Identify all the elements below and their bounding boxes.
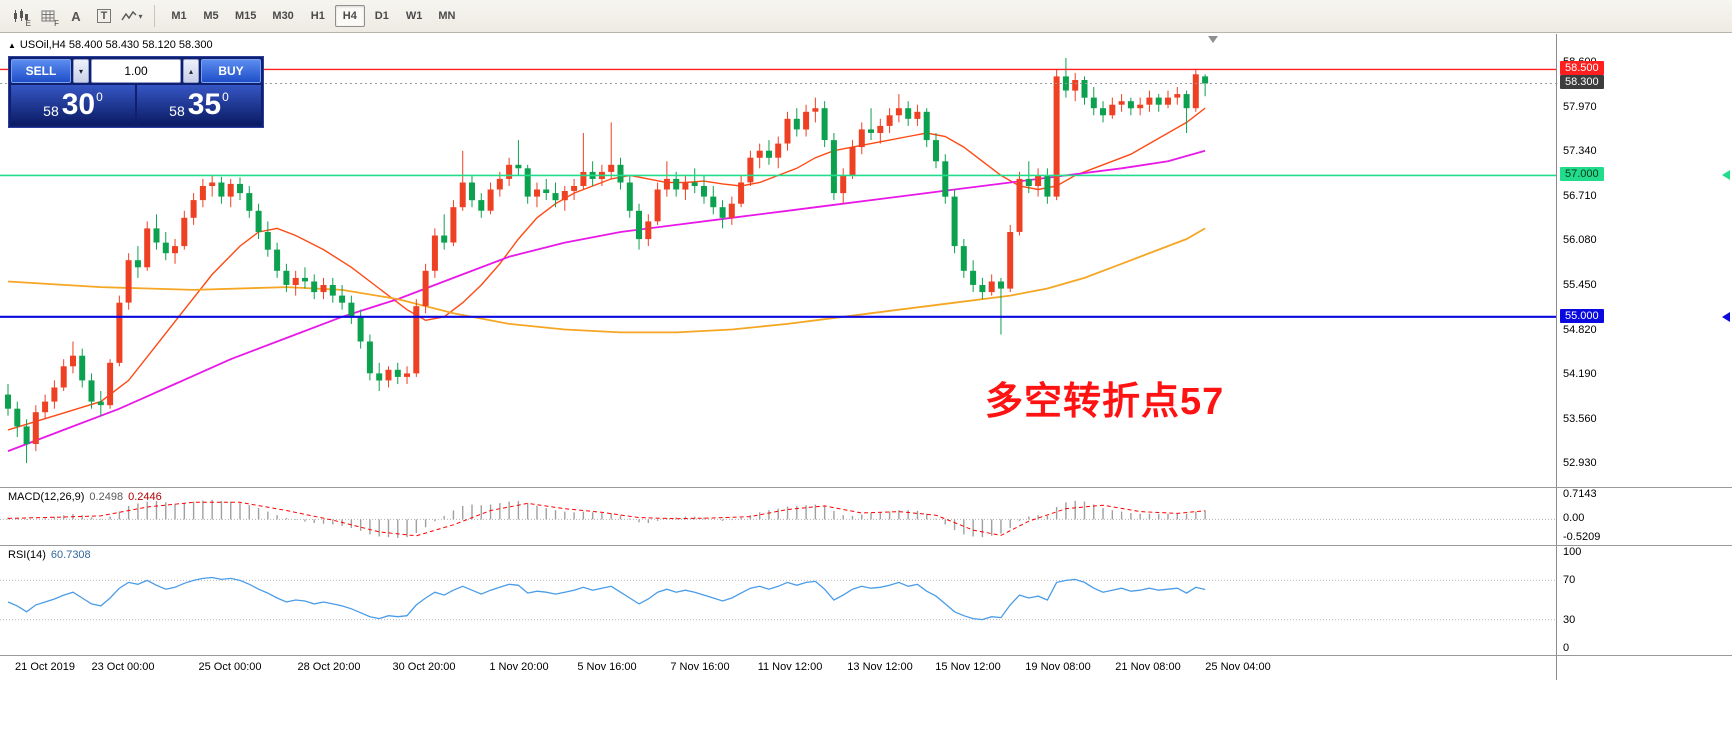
rsi-axis-label: 0 [1563,642,1570,654]
time-axis-label: 7 Nov 16:00 [670,661,730,673]
rsi-axis-label: 30 [1563,613,1576,626]
price-axis-tick: 54.190 [1563,368,1597,381]
macd-histogram-layer [7,499,1206,538]
price-axis-tick: 52.930 [1563,457,1597,470]
grid-chart-icon[interactable]: F [35,4,61,28]
rsi-axis-label: 70 [1563,574,1576,587]
price-axis-tick: 54.820 [1563,323,1597,336]
timeframe-button-m30[interactable]: M30 [265,5,300,27]
chevron-down-icon: ▾ [138,11,143,21]
time-axis[interactable]: 21 Oct 2019 23 Oct 00:00 25 Oct 00:00 28 Oc… [0,657,1732,679]
time-axis-label: 25 Nov 04:00 [1205,661,1271,673]
chart-annotation-text[interactable]: 多空转折点57 [985,381,1225,423]
rsi-axis-label: 100 [1563,546,1582,558]
macd-panel[interactable]: MACD(12,26,9) 0.2498 0.2446 [0,488,1556,545]
timeframe-button-w1[interactable]: W1 [399,5,430,27]
timeframe-group: M1 M5 M15 M30 H1 H4 D1 W1 MN [163,5,463,27]
macd-svg [0,499,1556,538]
current-price-badge: 58.300 [1560,75,1604,90]
timeframe-button-d1[interactable]: D1 [367,5,397,27]
chart-shift-marker[interactable] [1208,36,1218,43]
price-chart-panel[interactable]: ▲ USOil,H4 58.400 58.430 58.120 58.300 SE… [0,34,1556,487]
buy-button[interactable]: BUY [201,59,261,83]
panel-separator [0,655,1732,656]
support-line-price-badge: 55.000 [1560,308,1604,323]
price-axis: 58.60057.97057.34056.71056.08055.45054.8… [1557,34,1732,487]
symbol-ohlc-line: ▲ USOil,H4 58.400 58.430 58.120 58.300 [8,39,213,51]
rsi-line [7,576,1206,621]
rsi-label: RSI(14) 60.7308 [8,549,91,561]
oct-collapse-arrow[interactable]: ▲ [8,41,16,50]
timeframe-button-mn[interactable]: MN [431,5,462,27]
price-axis-tick: 57.340 [1563,145,1597,158]
price-chart-svg[interactable] [0,34,1556,487]
macd-axis-label: 0.00 [1563,512,1585,525]
sell-button[interactable]: SELL [11,59,71,83]
time-axis-label: 13 Nov 12:00 [847,661,913,673]
axis-separator [1556,34,1557,680]
time-axis-label: 19 Nov 08:00 [1025,661,1091,673]
price-axis-tick: 55.450 [1563,278,1597,291]
time-axis-label: 21 Nov 08:00 [1115,661,1181,673]
resistance-line-price-badge: 58.500 [1560,61,1604,76]
sell-price-display[interactable]: 58 30 0 [11,85,135,125]
time-axis-label: 1 Nov 20:00 [489,661,549,673]
time-axis-label: 11 Nov 12:00 [757,661,823,673]
timeframe-button-m15[interactable]: M15 [228,5,263,27]
volume-up-button[interactable]: ▴ [183,59,199,83]
time-axis-label: 28 Oct 20:00 [297,661,361,673]
time-axis-label: 21 Oct 2019 [15,661,75,673]
price-axis-tick: 57.970 [1563,100,1597,113]
macd-axis: 0.7143 0.00 -0.5209 [1557,488,1732,545]
price-axis-tick: 56.080 [1563,234,1597,247]
symbol-ohlc-label: USOil,H4 58.400 58.430 58.120 58.300 [19,39,213,51]
candlestick-chart-icon[interactable]: E [7,4,33,28]
time-axis-label: 5 Nov 16:00 [577,661,637,673]
timeframe-button-m1[interactable]: M1 [164,5,194,27]
price-axis-tick: 56.710 [1563,189,1597,202]
volume-down-button[interactable]: ▾ [73,59,89,83]
price-axis-tick: 53.560 [1563,412,1597,425]
template-tool-icon[interactable]: T [91,4,117,28]
timeframe-button-h4[interactable]: H4 [334,5,365,27]
rsi-svg [0,576,1556,621]
indicators-icon[interactable]: ▾ [119,4,145,28]
icon-sub-label: F [54,19,59,28]
time-axis-label: 25 Oct 00:00 [198,661,262,673]
time-axis-label: 30 Oct 20:00 [392,661,456,673]
candles-layer [5,58,1209,464]
icon-sub-label: E [25,19,31,28]
time-axis-label: 15 Nov 12:00 [935,661,1001,673]
rsi-panel[interactable]: RSI(14) 60.7308 [0,546,1556,655]
toolbar: E F A T ▾ M1 M5 M15 M30 H1 H4 D1 W1 MN [0,0,1732,33]
panel-separator [0,487,1732,488]
text-tool-icon[interactable]: A [63,4,89,28]
toolbar-separator [154,5,155,27]
time-axis-label: 23 Oct 00:00 [91,661,155,673]
rsi-axis: 100 70 30 0 [1557,546,1732,655]
macd-label: MACD(12,26,9) 0.2498 0.2446 [8,491,162,503]
timeframe-button-m5[interactable]: M5 [196,5,226,27]
timeframe-button-h1[interactable]: H1 [303,5,333,27]
macd-axis-label: -0.5209 [1563,530,1601,543]
axis-line-marker-icon [1717,170,1730,181]
macd-signal-line [7,501,1206,537]
volume-input[interactable] [91,59,181,83]
macd-axis-label: 0.7143 [1563,488,1597,500]
buy-price-display[interactable]: 58 35 0 [137,85,261,125]
pivot-line-price-badge: 57.000 [1560,167,1604,182]
panel-separator [0,545,1732,546]
axis-line-marker-icon [1717,311,1730,322]
